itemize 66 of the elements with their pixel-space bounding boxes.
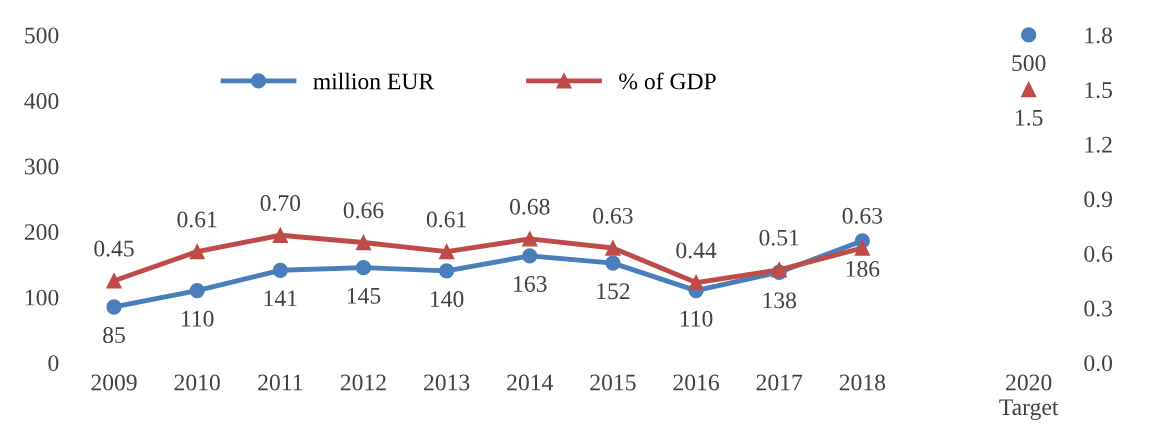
data-label: 1.5 — [1015, 109, 1043, 126]
y-tick-label: 100 — [25, 289, 59, 306]
data-label: 110 — [680, 310, 713, 327]
x-tick-label: 2011 — [258, 374, 303, 391]
point — [1021, 27, 1037, 43]
y-tick-label: 0 — [48, 355, 59, 372]
data-label: 0.61 — [177, 211, 217, 228]
x-tick-label: 2020 Target — [999, 374, 1059, 420]
x-tick-label: 2009 — [91, 374, 137, 391]
data-label: 140 — [430, 291, 464, 307]
point — [522, 248, 538, 264]
data-label: 152 — [597, 283, 630, 300]
x-tick-label: 2012 — [340, 374, 386, 391]
data-label: 0.68 — [510, 198, 550, 215]
y-tick-label: 300 — [24, 158, 59, 175]
point — [189, 243, 205, 260]
point — [106, 299, 122, 315]
data-label: 163 — [514, 276, 547, 292]
data-label: 145 — [347, 287, 381, 304]
y-tick-label: 400 — [24, 93, 59, 109]
point — [605, 255, 621, 271]
data-label: 138 — [763, 292, 797, 309]
point — [854, 240, 871, 256]
data-label: 0.63 — [593, 207, 633, 224]
y2-tick-label: 0.0 — [1084, 355, 1113, 372]
point — [189, 282, 205, 299]
y2-tick-label: 1.5 — [1085, 82, 1112, 99]
legend-label: million EUR — [313, 72, 435, 90]
data-label: 0.63 — [842, 207, 883, 224]
data-label: 85 — [103, 327, 125, 344]
data-label: 0.61 — [426, 211, 466, 228]
data-label: 0.51 — [759, 229, 799, 246]
x-tick-label: 2010 — [174, 374, 220, 391]
data-label: 186 — [846, 260, 880, 277]
data-label: 141 — [264, 290, 297, 307]
y2-tick-label: 0.3 — [1084, 300, 1112, 317]
data-label: 0.66 — [343, 202, 384, 219]
point — [522, 231, 538, 247]
point — [1021, 81, 1037, 98]
x-tick-label: 2014 — [507, 374, 554, 391]
legend-label: % of GDP — [619, 72, 716, 90]
x-tick-label: 2013 — [424, 374, 470, 391]
data-label: 0.45 — [94, 240, 134, 257]
point — [438, 263, 455, 279]
point — [605, 240, 621, 256]
y-tick-label: 200 — [24, 224, 59, 241]
data-label: 110 — [181, 310, 214, 327]
y2-tick-label: 1.2 — [1085, 136, 1112, 153]
data-label: 0.44 — [676, 242, 717, 259]
data-label: 0.70 — [260, 195, 301, 212]
point — [438, 243, 455, 260]
point — [272, 262, 288, 278]
y2-tick-label: 0.6 — [1084, 245, 1113, 262]
x-tick-label: 2017 — [756, 374, 803, 391]
data-label: 500 — [1012, 55, 1046, 72]
x-tick-label: 2015 — [590, 374, 636, 391]
y-tick-label: 500 — [25, 27, 59, 44]
y2-tick-label: 0.9 — [1084, 191, 1112, 208]
y2-tick-label: 1.8 — [1085, 27, 1113, 44]
x-tick-label: 2018 — [839, 374, 886, 391]
point — [355, 234, 372, 251]
point — [355, 260, 372, 276]
point — [688, 274, 704, 291]
point — [106, 273, 122, 289]
x-tick-label: 2016 — [673, 374, 719, 391]
point — [272, 227, 288, 243]
